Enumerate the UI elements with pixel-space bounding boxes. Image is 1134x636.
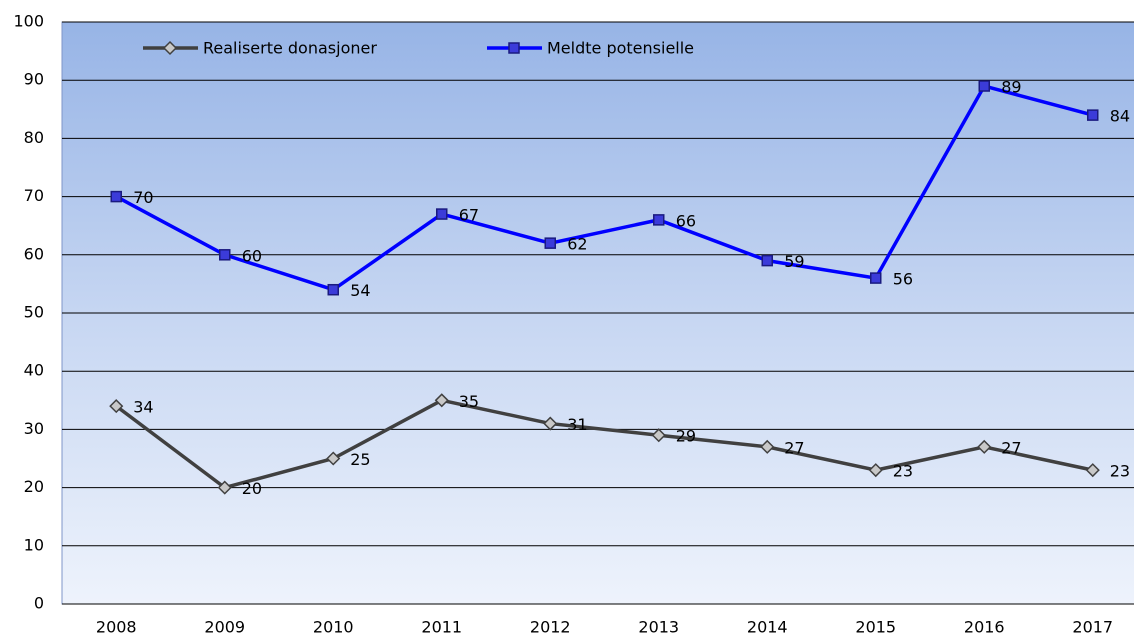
- data-label: 70: [133, 188, 153, 207]
- point-marker: [327, 283, 339, 296]
- y-tick-label: 50: [24, 303, 44, 322]
- x-tick-label: 2013: [638, 618, 679, 636]
- y-tick-label: 20: [24, 477, 44, 496]
- data-label: 27: [1001, 438, 1021, 457]
- y-tick-label: 90: [24, 70, 44, 89]
- data-label: 66: [676, 211, 696, 230]
- point-marker: [977, 439, 992, 454]
- point-marker: [870, 272, 882, 284]
- legend-label: Realiserte donasjoner: [203, 39, 377, 58]
- x-tick-label: 2012: [530, 618, 571, 636]
- point-marker: [326, 451, 341, 466]
- data-label: 54: [350, 281, 370, 300]
- point-marker: [651, 428, 666, 443]
- data-label: 84: [1110, 107, 1130, 126]
- point-marker: [109, 399, 124, 414]
- data-label: 62: [567, 235, 587, 254]
- point-marker: [761, 254, 773, 267]
- data-label: 23: [1110, 462, 1130, 481]
- point-marker: [543, 416, 558, 431]
- data-label: 29: [676, 427, 696, 446]
- y-tick-label: 70: [24, 186, 44, 205]
- point-marker: [434, 393, 449, 408]
- y-tick-label: 80: [24, 128, 44, 147]
- point-marker: [653, 214, 665, 226]
- point-marker: [508, 42, 520, 54]
- y-tick-label: 60: [24, 244, 44, 263]
- legend-label: Meldte potensielle: [547, 39, 694, 58]
- data-label: 23: [893, 462, 913, 481]
- data-label: 34: [133, 398, 153, 417]
- data-label: 60: [242, 246, 262, 265]
- data-label: 25: [350, 450, 370, 469]
- point-marker: [1087, 109, 1099, 121]
- data-label: 20: [242, 479, 262, 498]
- data-label: 67: [459, 206, 479, 225]
- data-label: 56: [893, 270, 913, 289]
- y-tick-label: 100: [13, 12, 44, 31]
- x-tick-label: 2009: [204, 618, 245, 636]
- y-tick-label: 0: [34, 594, 44, 613]
- data-label: 89: [1001, 78, 1021, 97]
- point-marker: [868, 463, 883, 478]
- y-tick-label: 10: [24, 535, 44, 554]
- series-line: [115, 398, 1094, 490]
- data-label: 27: [784, 438, 804, 457]
- x-tick-label: 2016: [964, 618, 1005, 636]
- point-marker: [544, 237, 556, 249]
- point-marker: [436, 208, 448, 220]
- series-line: [115, 83, 1094, 292]
- x-tick-label: 2015: [855, 618, 896, 636]
- point-marker: [1085, 463, 1100, 478]
- y-tick-label: 30: [24, 419, 44, 438]
- point-marker: [978, 80, 990, 92]
- data-label: 59: [784, 252, 804, 271]
- point-marker: [760, 439, 775, 454]
- x-tick-label: 2010: [313, 618, 354, 636]
- y-tick-label: 40: [24, 361, 44, 380]
- x-tick-label: 2008: [96, 618, 137, 636]
- x-tick-label: 2017: [1072, 618, 1113, 636]
- point-marker: [219, 249, 231, 261]
- x-tick-label: 2011: [421, 618, 462, 636]
- point-marker: [217, 480, 232, 495]
- x-tick-label: 2014: [747, 618, 788, 636]
- data-label: 35: [459, 392, 479, 411]
- data-label: 31: [567, 415, 587, 434]
- point-marker: [162, 40, 178, 56]
- point-marker: [110, 190, 122, 203]
